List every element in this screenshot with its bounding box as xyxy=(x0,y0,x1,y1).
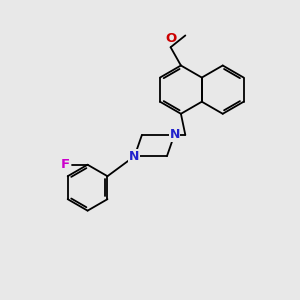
Text: N: N xyxy=(169,128,180,142)
Text: F: F xyxy=(61,158,70,171)
Text: N: N xyxy=(129,150,140,163)
Text: O: O xyxy=(165,32,176,45)
